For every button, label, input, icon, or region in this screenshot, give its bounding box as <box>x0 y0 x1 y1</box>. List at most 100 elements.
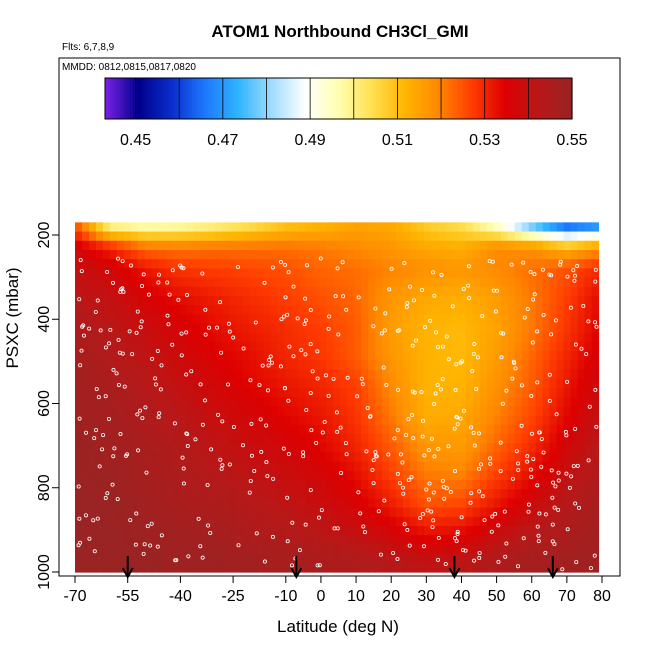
heatmap-cell <box>375 332 383 343</box>
heatmap-cell <box>542 443 551 453</box>
heatmap-cell <box>500 295 509 306</box>
heatmap-cell <box>200 268 209 279</box>
heatmap-cell <box>347 305 355 315</box>
heatmap-cell <box>270 341 279 352</box>
heatmap-cell <box>242 341 251 352</box>
heatmap-cell <box>479 387 488 398</box>
heatmap-cell <box>179 562 188 573</box>
observation-point <box>556 470 561 475</box>
heatmap-cell <box>228 351 237 361</box>
heatmap-cell <box>577 553 586 564</box>
heatmap-cell <box>556 452 565 463</box>
heatmap-cell <box>333 369 341 380</box>
heatmap-cell <box>256 535 265 545</box>
observation-point <box>444 486 449 491</box>
heatmap-cell <box>591 525 600 536</box>
heatmap-cell <box>88 351 97 361</box>
heatmap-cell <box>312 286 320 297</box>
heatmap-cell <box>500 323 509 334</box>
heatmap-cell <box>88 525 97 536</box>
heatmap-cell <box>130 516 139 527</box>
heatmap-cell <box>137 397 146 407</box>
observation-point <box>167 292 172 297</box>
observation-point <box>78 363 83 368</box>
observation-point <box>410 413 415 418</box>
colorbar-segment <box>416 78 421 119</box>
heatmap-cell <box>444 277 453 288</box>
heatmap-cell <box>75 461 83 472</box>
colorbar-segment <box>282 78 287 119</box>
heatmap-cell <box>507 525 516 536</box>
colorbar-segment <box>463 78 467 119</box>
heatmap-cell <box>81 443 90 453</box>
heatmap-cell <box>361 479 369 490</box>
observation-point <box>303 522 308 527</box>
heatmap-cell <box>130 351 139 361</box>
heatmap-cell <box>479 461 488 472</box>
heatmap-cell <box>256 406 265 417</box>
heatmap-cell <box>277 406 285 417</box>
heatmap-cell <box>584 268 593 279</box>
heatmap-cell <box>88 378 97 389</box>
heatmap-cell <box>186 544 195 555</box>
heatmap-cell <box>479 479 488 490</box>
heatmap-cell <box>172 240 181 251</box>
colorbar-segment <box>363 78 368 119</box>
heatmap-cell <box>451 433 460 444</box>
observation-point <box>489 529 494 534</box>
heatmap-cell <box>109 369 118 380</box>
heatmap-cell <box>326 498 334 509</box>
observation-point <box>504 541 509 546</box>
heatmap-cell <box>193 351 202 361</box>
heatmap-cell <box>486 424 495 435</box>
heatmap-cell <box>81 341 90 352</box>
heatmap-cell <box>375 323 383 334</box>
heatmap-cell <box>382 452 390 463</box>
colorbar-segment <box>400 78 405 119</box>
heatmap-cell <box>479 424 488 435</box>
heatmap-cell <box>410 295 418 306</box>
heatmap-cell <box>214 286 223 297</box>
heatmap-cell <box>437 231 446 242</box>
heatmap-cell <box>172 507 181 518</box>
heatmap-cell <box>172 341 181 352</box>
heatmap-cell <box>500 433 509 444</box>
heatmap-cell <box>277 222 285 233</box>
x-tick-label: 10 <box>347 588 365 605</box>
heatmap-cell <box>577 535 586 545</box>
heatmap-cell <box>95 222 104 233</box>
heatmap-cell <box>535 332 544 343</box>
heatmap-cell <box>102 360 111 371</box>
heatmap-cell <box>375 240 383 251</box>
heatmap-cell <box>263 332 272 343</box>
heatmap-cell <box>507 516 516 527</box>
colorbar-tick-label: 0.53 <box>469 132 500 149</box>
heatmap-cell <box>570 544 579 555</box>
heatmap-cell <box>116 470 125 481</box>
heatmap-cell <box>298 286 306 297</box>
observation-point <box>370 467 375 472</box>
heatmap-cell <box>109 268 118 279</box>
heatmap-cell <box>305 415 313 426</box>
heatmap-cell <box>165 461 174 472</box>
heatmap-cell <box>423 498 432 509</box>
heatmap-cell <box>249 553 258 564</box>
colorbar-segment <box>251 78 256 119</box>
heatmap-cell <box>507 286 516 297</box>
observation-point <box>532 292 537 297</box>
heatmap-cell <box>437 443 446 453</box>
heatmap-cell <box>102 406 111 417</box>
heatmap-cell <box>591 277 600 288</box>
observation-point <box>359 376 364 381</box>
heatmap-cell <box>368 286 376 297</box>
heatmap-cell <box>102 323 111 334</box>
heatmap-cell <box>102 286 111 297</box>
observation-point <box>203 307 208 312</box>
heatmap-cell <box>472 397 481 407</box>
heatmap-cell <box>165 268 174 279</box>
heatmap-cell <box>451 516 460 527</box>
heatmap-cell <box>256 443 265 453</box>
observation-point <box>488 461 493 466</box>
heatmap-cell <box>263 305 272 315</box>
observation-point <box>135 412 140 417</box>
